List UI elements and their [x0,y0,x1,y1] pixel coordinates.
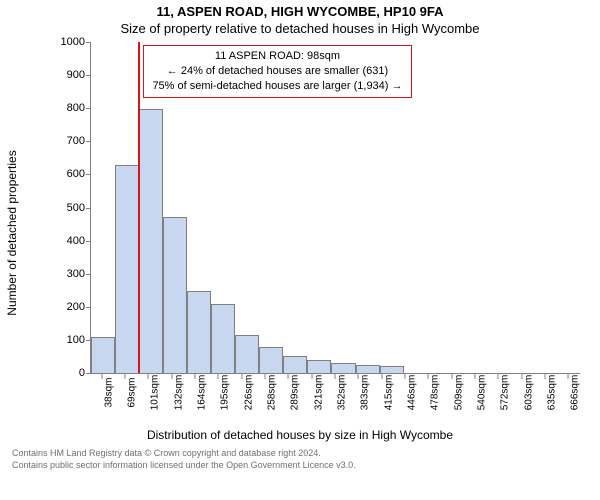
annotation-line3: 75% of semi-detached houses are larger (… [152,79,402,94]
footer-line-1: Contains HM Land Registry data © Crown c… [12,448,588,460]
y-tick-label: 1000 [55,36,85,48]
histogram-bar [331,363,355,373]
y-tick-mark [86,141,91,142]
x-tick: 226sqm [230,374,253,424]
x-tick-label: 69sqm [112,377,137,407]
x-tick: 38sqm [90,374,113,424]
y-tick-mark [86,75,91,76]
x-tick: 383sqm [347,374,370,424]
x-tick: 258sqm [253,374,276,424]
footer-line-2: Contains public sector information licen… [12,460,588,472]
y-tick-mark [86,42,91,43]
annotation-box: 11 ASPEN ROAD: 98sqm← 24% of detached ho… [143,45,411,98]
histogram-bar [356,365,380,373]
x-tick-label: 132sqm [159,375,184,411]
x-tick: 69sqm [113,374,136,424]
histogram-bar [115,165,139,373]
y-tick-label: 700 [55,135,85,147]
x-tick-label: 509sqm [439,375,464,411]
x-tick: 289sqm [277,374,300,424]
x-tick-label: 383sqm [346,375,371,411]
annotation-line1: 11 ASPEN ROAD: 98sqm [152,49,402,64]
marker-line [138,42,140,373]
x-tick-label: 321sqm [299,375,324,411]
x-ticks-group: 38sqm69sqm101sqm132sqm164sqm195sqm226sqm… [90,374,580,424]
x-axis-label: Distribution of detached houses by size … [0,424,600,442]
x-tick: 164sqm [183,374,206,424]
x-tick: 509sqm [440,374,463,424]
histogram-bar [307,360,331,373]
x-tick-label: 164sqm [182,375,207,411]
x-tick: 195sqm [207,374,230,424]
x-tick: 101sqm [137,374,160,424]
x-tick-label: 603sqm [509,375,534,411]
x-tick-label: 101sqm [136,375,161,411]
chart-outer: Number of detached properties 0100200300… [60,42,580,424]
x-tick: 446sqm [393,374,416,424]
x-tick-label: 635sqm [532,375,557,411]
histogram-bar [91,337,115,373]
annotation-line2: ← 24% of detached houses are smaller (63… [152,64,402,79]
x-tick-label: 478sqm [416,375,441,411]
y-axis-label: Number of detached properties [5,150,19,315]
y-tick-label: 200 [55,301,85,313]
x-tick: 603sqm [510,374,533,424]
y-tick-label: 500 [55,202,85,214]
y-tick-label: 100 [55,334,85,346]
x-tick: 352sqm [323,374,346,424]
y-tick-label: 800 [55,102,85,114]
x-tick-label: 666sqm [556,375,581,411]
x-tick-label: 289sqm [276,375,301,411]
x-tick-label: 540sqm [462,375,487,411]
x-tick-label: 572sqm [486,375,511,411]
histogram-bar [380,366,404,373]
histogram-bar [283,356,307,373]
x-tick: 132sqm [160,374,183,424]
x-tick-label: 352sqm [322,375,347,411]
y-tick-mark [86,340,91,341]
x-tick: 572sqm [487,374,510,424]
histogram-bar [211,304,235,373]
y-tick-mark [86,108,91,109]
x-tick-label: 38sqm [89,377,114,407]
chart-title-main: 11, ASPEN ROAD, HIGH WYCOMBE, HP10 9FA [0,0,600,19]
plot-area: 0100200300400500600700800900100011 ASPEN… [90,42,580,374]
footer-attribution: Contains HM Land Registry data © Crown c… [0,442,600,471]
x-tick-label: 226sqm [229,375,254,411]
x-tick: 635sqm [533,374,556,424]
chart-container: 11, ASPEN ROAD, HIGH WYCOMBE, HP10 9FA S… [0,0,600,500]
histogram-bar [235,335,259,373]
x-tick: 478sqm [417,374,440,424]
chart-title-sub: Size of property relative to detached ho… [0,19,600,42]
y-tick-mark [86,241,91,242]
x-tick-label: 446sqm [392,375,417,411]
histogram-bar [139,109,163,373]
histogram-bar [163,217,187,373]
y-tick-label: 600 [55,168,85,180]
y-tick-label: 300 [55,268,85,280]
y-tick-label: 0 [55,367,85,379]
x-tick-label: 258sqm [252,375,277,411]
x-tick: 540sqm [463,374,486,424]
y-tick-label: 400 [55,235,85,247]
y-tick-mark [86,174,91,175]
histogram-bar [187,291,211,373]
x-tick-label: 195sqm [206,375,231,411]
x-tick-label: 415sqm [369,375,394,411]
y-tick-mark [86,307,91,308]
y-tick-mark [86,208,91,209]
x-tick: 415sqm [370,374,393,424]
histogram-bar [259,347,283,373]
y-tick-label: 900 [55,69,85,81]
y-tick-mark [86,274,91,275]
x-tick: 666sqm [557,374,580,424]
x-tick: 321sqm [300,374,323,424]
